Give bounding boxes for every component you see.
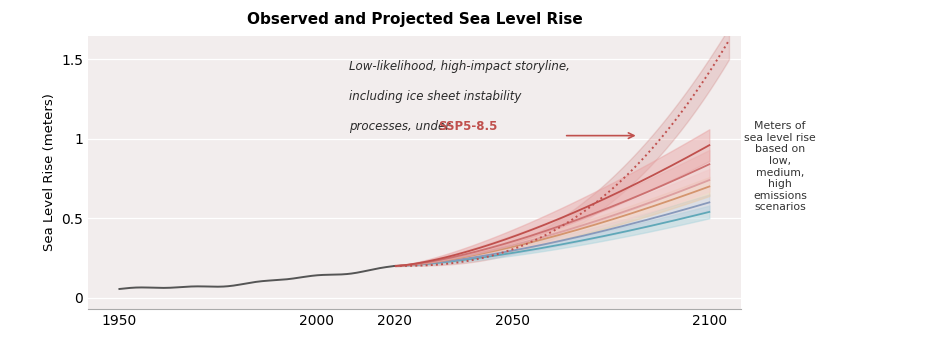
Text: Low-likelihood, high-impact storyline,: Low-likelihood, high-impact storyline, [349,60,570,73]
Text: SSP5-8.5: SSP5-8.5 [438,120,497,133]
Title: Observed and Projected Sea Level Rise: Observed and Projected Sea Level Rise [246,12,582,27]
Y-axis label: Sea Level Rise (meters): Sea Level Rise (meters) [43,93,56,251]
Text: Meters of
sea level rise
based on
low,
medium,
high
emissions
scenarios: Meters of sea level rise based on low, m… [745,121,816,212]
Text: including ice sheet instability: including ice sheet instability [349,90,521,103]
Text: processes, under: processes, under [349,120,454,133]
